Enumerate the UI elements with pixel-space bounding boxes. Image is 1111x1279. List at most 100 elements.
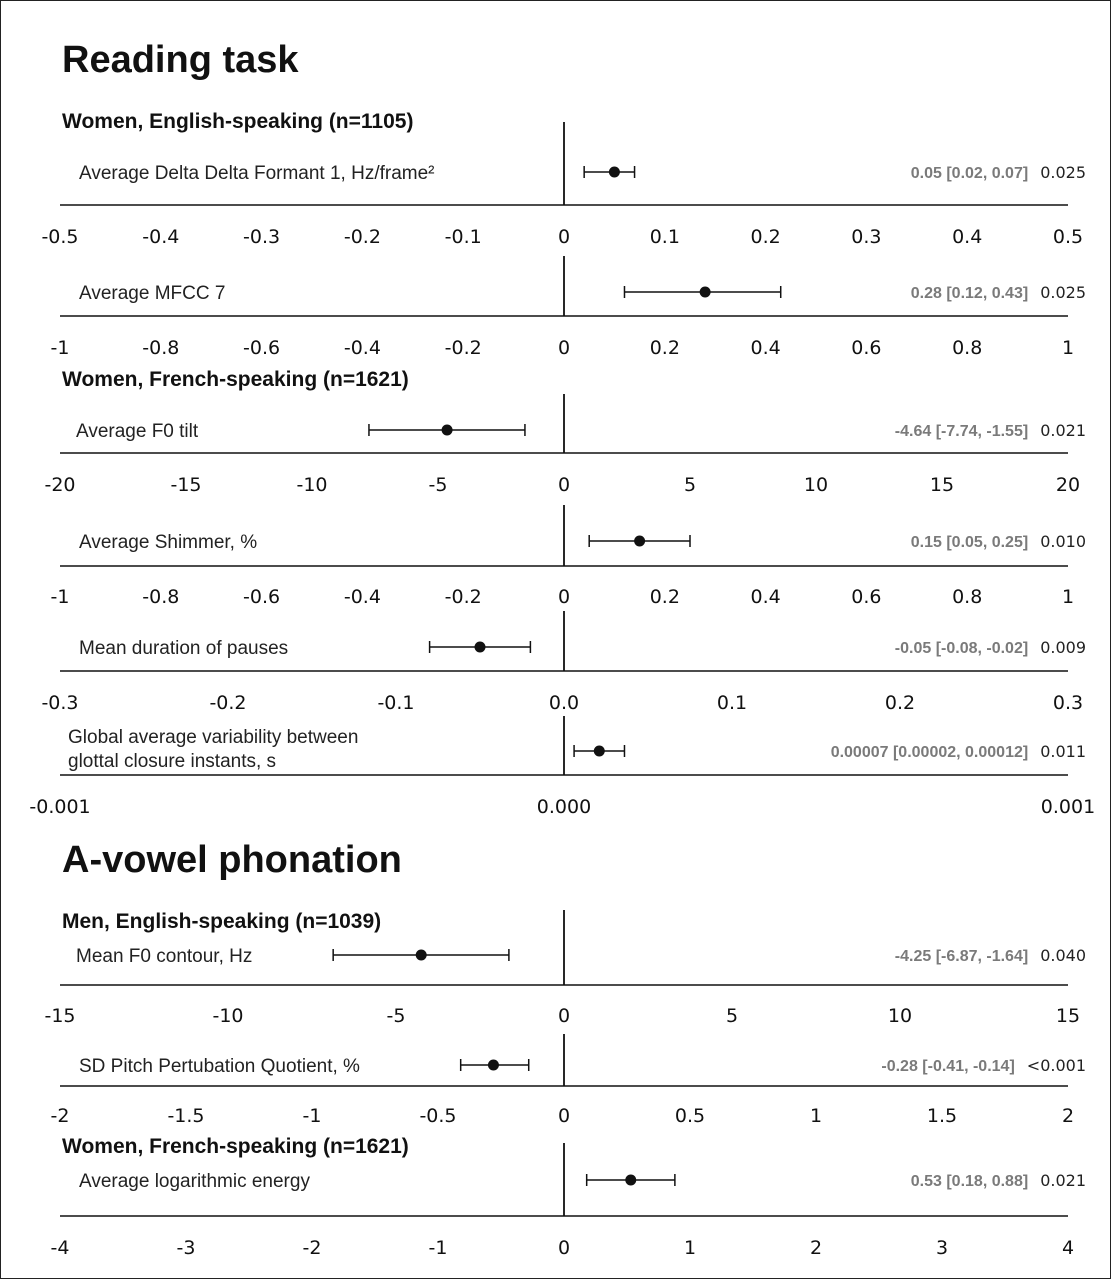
tick-label: 0.2 [650,337,680,359]
tick-label: 0.3 [1053,692,1083,714]
tick-label: 0 [558,474,570,496]
estimate-point [634,535,646,547]
p-value: 0.040 [1040,946,1086,965]
p-value: 0.009 [1040,638,1086,657]
tick-label: 0.5 [1053,226,1083,248]
tick-label: 0.5 [675,1105,705,1127]
tick-label: -2 [51,1105,70,1127]
estimate-ci-text: 0.15 [0.05, 0.25] [911,534,1028,551]
tick-label: -0.4 [344,337,381,359]
estimate-point [625,1174,637,1186]
feature-label: glottal closure instants, s [68,751,276,772]
tick-label: 1.5 [927,1105,957,1127]
tick-label: 0.4 [952,226,982,248]
p-value: 0.021 [1040,1171,1086,1190]
group-label: Men, English-speaking (n=1039) [62,910,381,933]
estimate-ci-text: 0.53 [0.18, 0.88] [911,1173,1028,1190]
tick-label: -20 [44,474,75,496]
tick-label: 5 [726,1005,738,1027]
tick-label: -1 [429,1237,448,1259]
tick-label: -2 [303,1237,322,1259]
feature-label: Average Shimmer, % [79,532,257,553]
p-value: <0.001 [1027,1056,1086,1075]
tick-label: -10 [296,474,327,496]
p-value: 0.025 [1040,163,1086,182]
group-label: Women, English-speaking (n=1105) [62,110,413,133]
tick-label: 0.8 [952,586,982,608]
tick-label: 0.4 [750,337,780,359]
tick-label: -0.001 [29,796,90,818]
tick-label: 0.1 [717,692,747,714]
tick-label: -1 [303,1105,322,1127]
tick-label: -15 [170,474,201,496]
tick-label: 0.2 [750,226,780,248]
tick-label: -0.5 [41,226,78,248]
tick-label: 5 [684,474,696,496]
feature-label: Average Delta Delta Formant 1, Hz/frame² [79,163,435,184]
tick-label: -4 [51,1237,70,1259]
group-label: Women, French-speaking (n=1621) [62,368,409,391]
tick-label: 1 [1062,586,1074,608]
estimate-point [699,286,711,298]
estimate-point [608,166,620,178]
tick-label: -10 [212,1005,243,1027]
tick-label: -0.2 [445,586,482,608]
tick-label: 0.3 [851,226,881,248]
tick-label: -0.4 [344,586,381,608]
estimate-ci-text: 0.05 [0.02, 0.07] [911,165,1028,182]
tick-label: 0.6 [851,586,881,608]
tick-label: 0 [558,337,570,359]
tick-label: -0.1 [377,692,414,714]
feature-label: Global average variability between [68,727,358,748]
tick-label: -0.1 [445,226,482,248]
tick-label: -5 [387,1005,406,1027]
feature-label: Average logarithmic energy [79,1171,310,1192]
section-title: A-vowel phonation [62,839,402,881]
estimate-point [441,424,453,436]
tick-label: 10 [888,1005,912,1027]
tick-label: -0.6 [243,586,280,608]
tick-label: 0.1 [650,226,680,248]
tick-label: 0.6 [851,337,881,359]
p-value: 0.011 [1040,742,1086,761]
tick-label: -0.2 [209,692,246,714]
tick-label: -15 [44,1005,75,1027]
estimate-point [593,745,605,757]
p-value: 0.025 [1040,283,1086,302]
feature-label: Mean F0 contour, Hz [76,946,252,967]
tick-label: 2 [1062,1105,1074,1127]
tick-label: 2 [810,1237,822,1259]
estimate-point [415,949,427,961]
tick-label: -1.5 [167,1105,204,1127]
estimate-point [474,641,486,653]
tick-label: -1 [51,337,70,359]
p-value: 0.010 [1040,532,1086,551]
tick-label: 0 [558,1237,570,1259]
tick-label: 15 [930,474,954,496]
tick-label: 1 [1062,337,1074,359]
feature-label: SD Pitch Pertubation Quotient, % [79,1056,360,1077]
tick-label: 0.4 [750,586,780,608]
tick-label: 1 [810,1105,822,1127]
tick-label: 0 [558,226,570,248]
tick-label: -1 [51,586,70,608]
tick-label: -0.2 [445,337,482,359]
tick-label: 0.8 [952,337,982,359]
tick-label: 15 [1056,1005,1080,1027]
estimate-ci-text: 0.28 [0.12, 0.43] [911,285,1028,302]
tick-label: 3 [936,1237,948,1259]
tick-label: -0.8 [142,337,179,359]
feature-label: Average MFCC 7 [79,283,225,304]
p-value: 0.021 [1040,421,1086,440]
tick-label: 20 [1056,474,1080,496]
estimate-ci-text: -0.28 [-0.41, -0.14] [881,1058,1014,1075]
tick-label: 0 [558,1005,570,1027]
group-label: Women, French-speaking (n=1621) [62,1135,409,1158]
tick-label: 0.2 [650,586,680,608]
estimate-ci-text: -4.25 [-6.87, -1.64] [895,948,1028,965]
tick-label: 1 [684,1237,696,1259]
tick-label: -0.3 [41,692,78,714]
tick-label: -3 [177,1237,196,1259]
tick-label: 0.2 [885,692,915,714]
